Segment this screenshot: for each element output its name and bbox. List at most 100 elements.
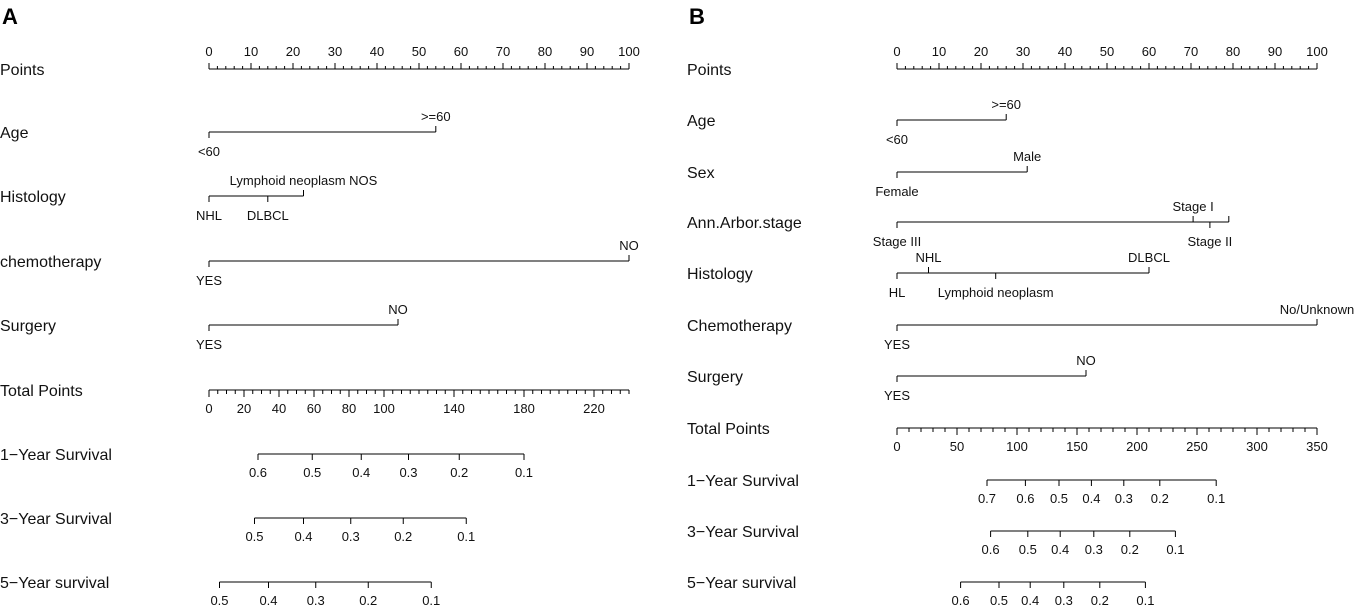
level-label: YES xyxy=(196,337,222,352)
survival-tick-label: 0.5 xyxy=(990,593,1008,605)
variable-label: Surgery xyxy=(0,318,56,335)
survival-tick-label: 0.3 xyxy=(1055,593,1073,605)
survival-tick-label: 0.6 xyxy=(1016,491,1034,506)
total-points-tick-label: 350 xyxy=(1306,439,1328,454)
survival-label: 5−Year survival xyxy=(687,575,796,592)
survival-tick-label: 0.2 xyxy=(394,529,412,544)
survival-tick-label: 0.4 xyxy=(259,593,277,605)
survival-tick-label: 0.1 xyxy=(422,593,440,605)
level-label: <60 xyxy=(198,144,220,159)
survival-label: 5−Year survival xyxy=(0,575,109,592)
survival-tick-label: 0.6 xyxy=(249,465,267,480)
total-points-tick-label: 100 xyxy=(373,401,395,416)
total-points-tick-label: 0 xyxy=(893,439,900,454)
survival-tick-label: 0.6 xyxy=(982,542,1000,557)
variable-label: Age xyxy=(0,125,29,142)
variable-label: Ann.Arbor.stage xyxy=(687,215,802,232)
total-points-tick-label: 140 xyxy=(443,401,465,416)
points-tick-label: 30 xyxy=(1016,44,1030,59)
survival-tick-label: 0.4 xyxy=(352,465,370,480)
total-points-tick-label: 150 xyxy=(1066,439,1088,454)
points-tick-label: 70 xyxy=(496,44,510,59)
variable-label: Sex xyxy=(687,165,715,182)
points-tick-label: 60 xyxy=(1142,44,1156,59)
survival-tick-label: 0.1 xyxy=(1136,593,1154,605)
level-label: Stage II xyxy=(1187,234,1232,249)
survival-tick-label: 0.7 xyxy=(978,491,996,506)
survival-tick-label: 0.3 xyxy=(1085,542,1103,557)
total-points-tick-label: 180 xyxy=(513,401,535,416)
survival-tick-label: 0.2 xyxy=(1121,542,1139,557)
points-tick-label: 100 xyxy=(1306,44,1328,59)
survival-tick-label: 0.5 xyxy=(210,593,228,605)
survival-tick-label: 0.3 xyxy=(1115,491,1133,506)
level-label: DLBCL xyxy=(1128,250,1170,265)
level-label: NHL xyxy=(915,250,941,265)
survival-tick-label: 0.2 xyxy=(1091,593,1109,605)
total-points-tick-label: 20 xyxy=(237,401,251,416)
panel-label-B: B xyxy=(689,4,705,29)
level-label: Stage III xyxy=(873,234,921,249)
points-tick-label: 90 xyxy=(580,44,594,59)
points-tick-label: 30 xyxy=(328,44,342,59)
survival-label: 3−Year Survival xyxy=(687,524,799,541)
variable-label: Chemotherapy xyxy=(687,318,792,335)
level-label: Stage I xyxy=(1172,199,1213,214)
points-tick-label: 20 xyxy=(286,44,300,59)
level-label: No/Unknown xyxy=(1280,302,1354,317)
level-label: Female xyxy=(875,184,918,199)
points-tick-label: 70 xyxy=(1184,44,1198,59)
survival-tick-label: 0.5 xyxy=(303,465,321,480)
points-tick-label: 0 xyxy=(893,44,900,59)
total-points-label: Total Points xyxy=(0,383,83,400)
points-tick-label: 20 xyxy=(974,44,988,59)
level-label: HL xyxy=(889,285,906,300)
level-label: Male xyxy=(1013,149,1041,164)
survival-tick-label: 0.2 xyxy=(450,465,468,480)
total-points-tick-label: 50 xyxy=(950,439,964,454)
survival-label: 1−Year Survival xyxy=(0,447,112,464)
level-label: NO xyxy=(1076,353,1096,368)
survival-tick-label: 0.2 xyxy=(1151,491,1169,506)
survival-tick-label: 0.3 xyxy=(307,593,325,605)
points-tick-label: 60 xyxy=(454,44,468,59)
survival-label: 1−Year Survival xyxy=(687,473,799,490)
points-tick-label: 10 xyxy=(244,44,258,59)
points-tick-label: 80 xyxy=(1226,44,1240,59)
total-points-tick-label: 80 xyxy=(342,401,356,416)
survival-tick-label: 0.5 xyxy=(245,529,263,544)
variable-label: Histology xyxy=(0,189,66,206)
points-tick-label: 50 xyxy=(1100,44,1114,59)
survival-tick-label: 0.6 xyxy=(952,593,970,605)
points-tick-label: 40 xyxy=(1058,44,1072,59)
survival-tick-label: 0.2 xyxy=(359,593,377,605)
points-tick-label: 50 xyxy=(412,44,426,59)
survival-label: 3−Year Survival xyxy=(0,511,112,528)
total-points-tick-label: 0 xyxy=(205,401,212,416)
total-points-tick-label: 200 xyxy=(1126,439,1148,454)
level-label: Lymphoid neoplasm NOS xyxy=(230,173,378,188)
survival-tick-label: 0.3 xyxy=(399,465,417,480)
points-tick-label: 100 xyxy=(618,44,640,59)
total-points-tick-label: 60 xyxy=(307,401,321,416)
variable-label: Surgery xyxy=(687,369,743,386)
level-label: >=60 xyxy=(991,97,1021,112)
level-label: <60 xyxy=(886,132,908,147)
total-points-tick-label: 300 xyxy=(1246,439,1268,454)
total-points-tick-label: 40 xyxy=(272,401,286,416)
survival-tick-label: 0.4 xyxy=(1021,593,1039,605)
total-points-label: Total Points xyxy=(687,421,770,438)
level-label: DLBCL xyxy=(247,208,289,223)
variable-label: chemotherapy xyxy=(0,254,101,271)
level-label: NO xyxy=(388,302,408,317)
points-tick-label: 40 xyxy=(370,44,384,59)
total-points-tick-label: 100 xyxy=(1006,439,1028,454)
survival-tick-label: 0.5 xyxy=(1019,542,1037,557)
survival-tick-label: 0.1 xyxy=(1207,491,1225,506)
survival-tick-label: 0.4 xyxy=(294,529,312,544)
level-label: NO xyxy=(619,238,639,253)
total-points-tick-label: 220 xyxy=(583,401,605,416)
survival-tick-label: 0.4 xyxy=(1051,542,1069,557)
variable-label: Age xyxy=(687,113,716,130)
panel-label-A: A xyxy=(2,4,18,29)
